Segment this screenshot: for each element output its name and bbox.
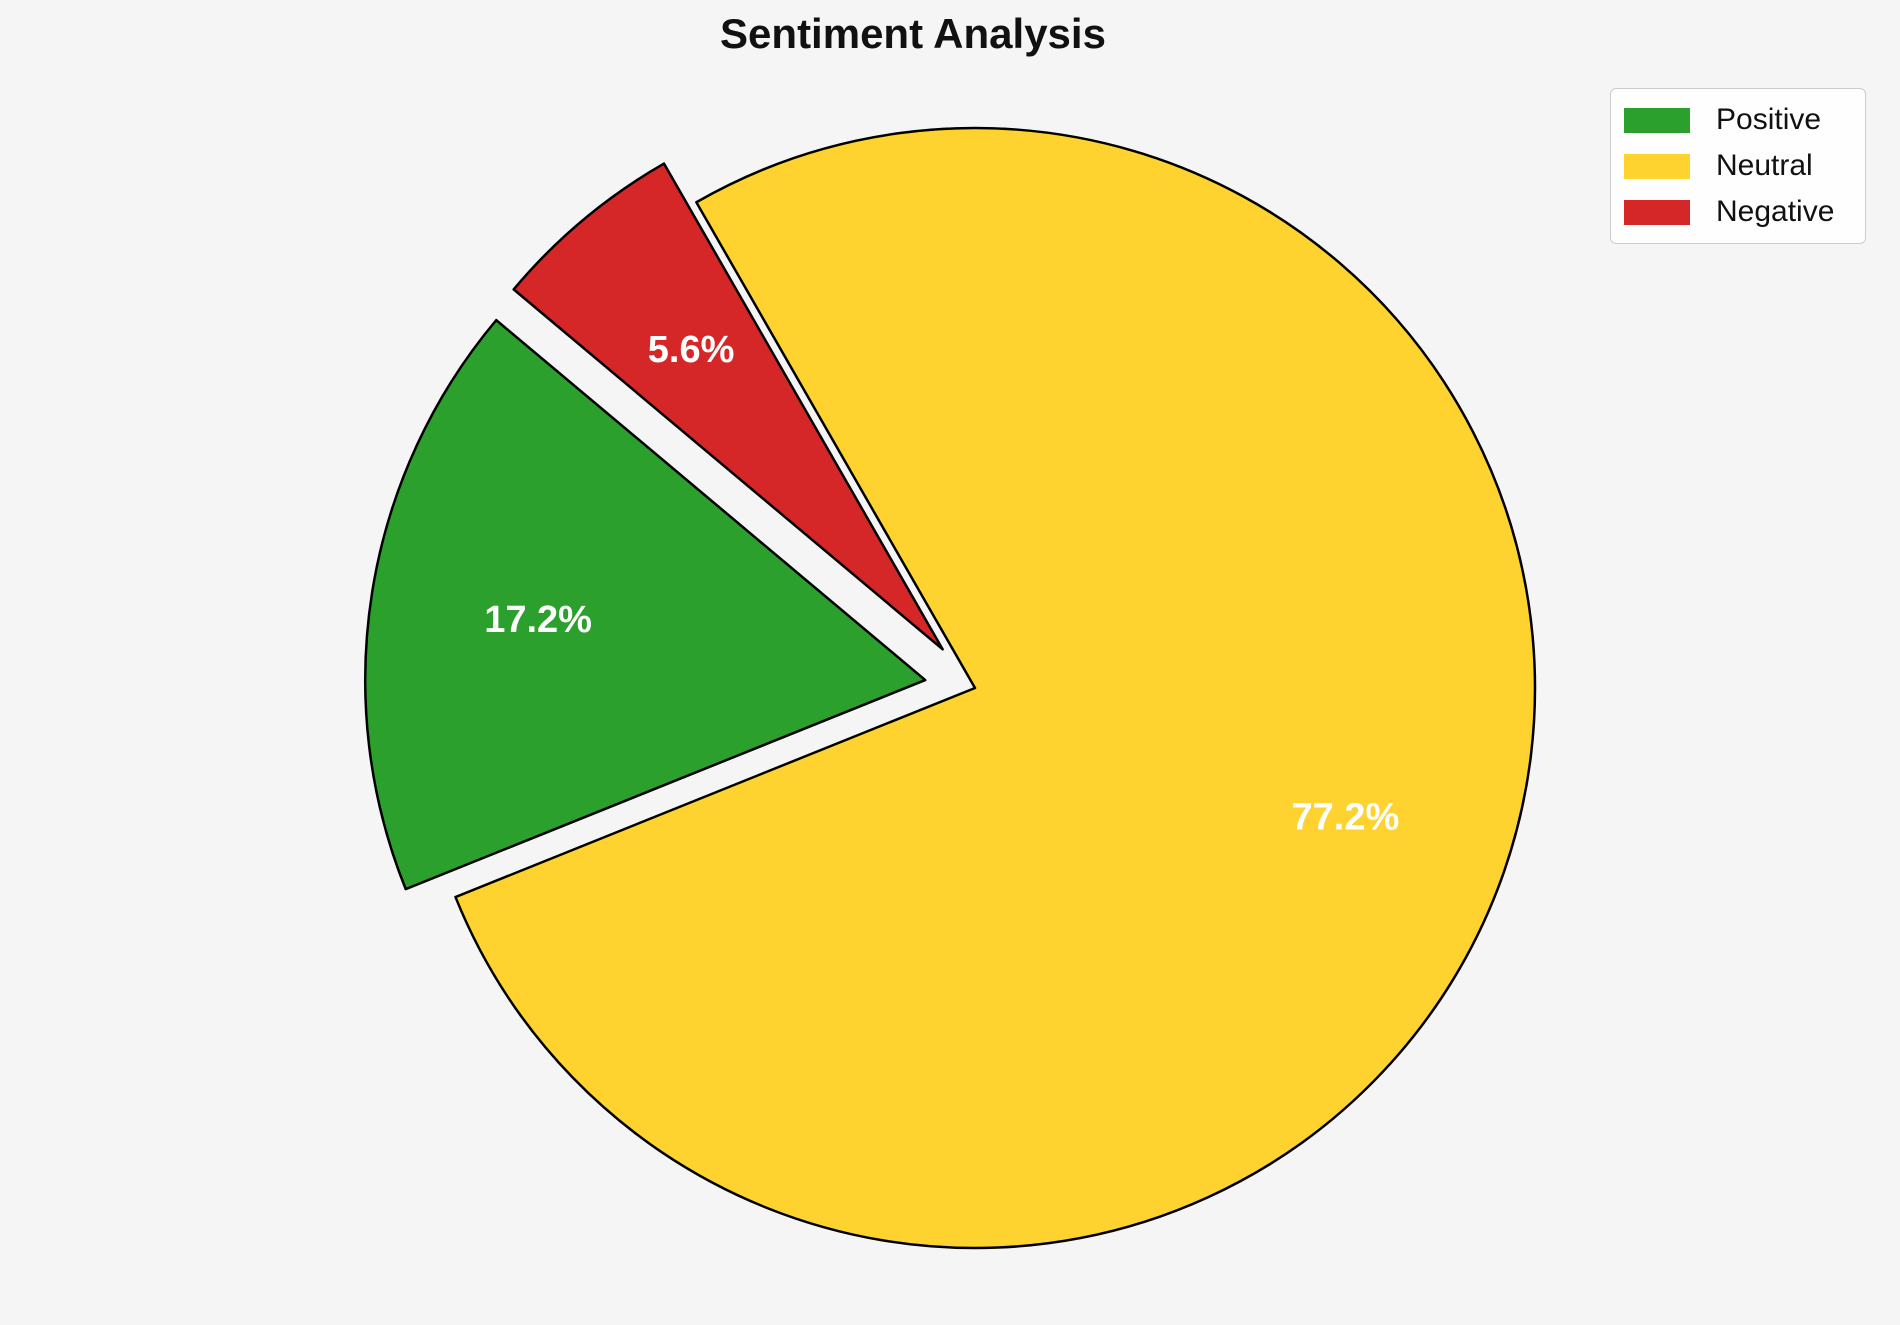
legend-swatch-negative <box>1624 199 1690 225</box>
legend-label-positive: Positive <box>1716 103 1822 136</box>
legend-item-negative: Negative <box>1624 189 1851 235</box>
legend-item-neutral: Neutral <box>1624 143 1851 189</box>
pie-slice-negative <box>512 162 944 651</box>
pie-slice-label-positive: 17.2% <box>484 599 592 641</box>
pie-slice-neutral <box>454 126 1537 1250</box>
legend-swatch-positive <box>1624 107 1690 133</box>
legend-label-neutral: Neutral <box>1716 149 1813 182</box>
pie-slice-label-negative: 5.6% <box>648 329 735 371</box>
chart-title: Sentiment Analysis <box>720 10 1106 57</box>
legend: Positive Neutral Negative <box>1610 88 1866 244</box>
legend-swatch-neutral <box>1624 153 1690 179</box>
pie-slice-positive <box>363 318 927 891</box>
legend-label-negative: Negative <box>1716 195 1835 228</box>
legend-item-positive: Positive <box>1624 97 1851 143</box>
pie-slice-label-neutral: 77.2% <box>1292 797 1400 839</box>
